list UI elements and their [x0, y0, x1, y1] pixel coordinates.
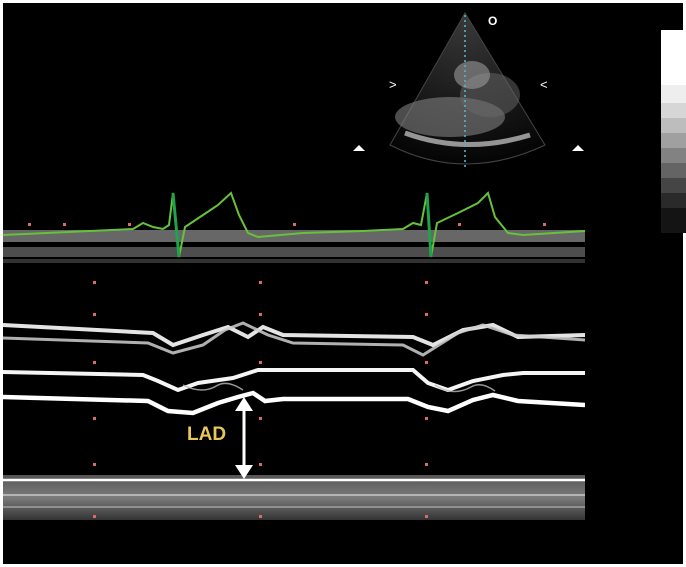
valve-leaflet-echo	[434, 384, 496, 393]
grayscale-step	[661, 193, 686, 208]
ultrasound-display	[3, 3, 683, 564]
ecg-baseline-band	[3, 230, 585, 242]
grayscale-step	[661, 103, 686, 118]
ecg-qrs-complex	[171, 192, 181, 258]
ecg-qrs-complex	[425, 192, 433, 258]
grayscale-step	[661, 178, 686, 193]
near-field-band	[3, 259, 585, 263]
ecg-trace	[3, 191, 585, 258]
valve-echo	[454, 61, 490, 89]
grayscale-step	[661, 148, 686, 163]
m-mode-trace	[3, 191, 585, 520]
grayscale-step	[661, 163, 686, 178]
depth-dots	[28, 223, 546, 518]
wall-echo	[404, 130, 531, 147]
double-headed-vertical-arrow-icon	[235, 397, 253, 479]
grayscale-step	[661, 133, 686, 148]
grayscale-step	[661, 208, 686, 233]
grayscale-step	[661, 85, 686, 103]
aortic-root-anterior	[3, 321, 585, 357]
aortic-valve-echo	[3, 368, 585, 393]
grayscale-step	[661, 30, 686, 85]
posterior-aortic-wall	[3, 390, 585, 416]
la-posterior-wall-band	[3, 475, 585, 520]
grayscale-step	[661, 118, 686, 133]
left-orientation-marker: >	[389, 77, 397, 92]
valve-leaflet-echo	[182, 382, 244, 391]
2d-reference-sector: O > <	[389, 12, 548, 170]
grayscale-bar	[661, 30, 686, 233]
near-field-band	[3, 247, 585, 257]
right-orientation-marker: <	[540, 77, 548, 92]
lad-measurement-label: LAD	[187, 424, 227, 445]
apex-marker: O	[488, 14, 497, 28]
